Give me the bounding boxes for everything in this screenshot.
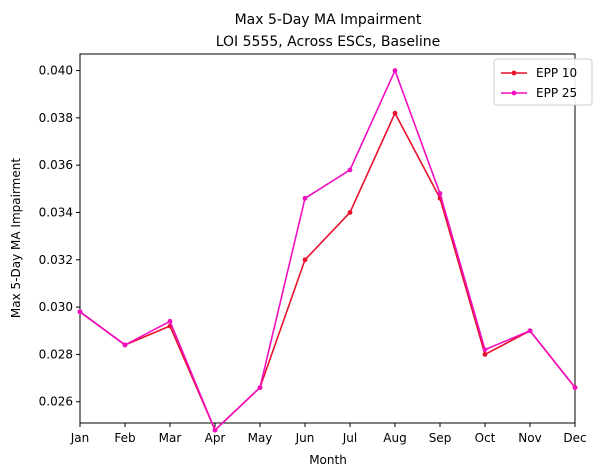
chart-title-line-2: LOI 5555, Across ESCs, Baseline — [216, 34, 441, 50]
plot-frame — [79, 53, 576, 424]
series-1-point — [482, 352, 488, 357]
chart-title-line-1: Max 5-Day MA Impairment — [235, 12, 422, 28]
series-1-point — [347, 210, 353, 215]
y-tick-label: 0.036 — [39, 158, 73, 172]
series-2-point — [347, 167, 353, 173]
series-2-point — [392, 68, 398, 73]
legend-label: EPP 10 — [536, 66, 577, 80]
x-axis-label: Month — [309, 453, 347, 467]
series-2-point — [527, 328, 533, 334]
y-tick-label: 0.026 — [39, 395, 73, 409]
legend-label: EPP 25 — [536, 86, 577, 100]
x-tick-label: Dec — [563, 431, 586, 445]
plot-area — [79, 53, 576, 424]
x-tick-label: Apr — [205, 431, 226, 445]
y-tick-label: 0.040 — [39, 64, 73, 78]
y-tick-label: 0.030 — [39, 300, 73, 314]
x-tick-label: Mar — [159, 431, 182, 445]
y-axis: 0.026 0.028 0.030 0.032 0.034 0.036 0.038 0.040 — [39, 64, 80, 409]
series-2-point — [77, 309, 83, 315]
series-line-1 — [79, 112, 576, 431]
x-tick-label: Jun — [295, 431, 315, 445]
series-2-point — [212, 427, 218, 433]
series-2-point — [122, 342, 128, 348]
series-2-point — [437, 191, 443, 196]
y-axis-label: Max 5-Day MA Impairment — [9, 158, 23, 318]
series-2-point — [482, 347, 488, 353]
x-tick-label: Sep — [429, 431, 452, 445]
y-tick-label: 0.038 — [39, 111, 73, 125]
x-tick-label: Aug — [383, 431, 406, 445]
series-2-point — [167, 318, 173, 324]
series-line-2 — [79, 69, 576, 431]
series-2-point — [257, 385, 263, 390]
x-tick-label: Feb — [114, 431, 135, 445]
x-tick-label: Oct — [475, 431, 496, 445]
x-tick-label: May — [248, 431, 273, 445]
y-tick-label: 0.034 — [39, 205, 73, 219]
x-tick-label: Jan — [70, 431, 90, 445]
series-2-point — [572, 385, 578, 390]
legend-swatch-marker — [511, 90, 517, 96]
y-tick-label: 0.028 — [39, 347, 73, 361]
series-1-point — [302, 257, 308, 263]
x-axis: Jan Feb Mar Apr May Jun Jul Aug Sep Oct Nov Dec — [70, 423, 587, 445]
series-1-point — [392, 110, 398, 116]
series-layer — [77, 68, 578, 433]
series-2-point — [302, 195, 308, 201]
legend-swatch-marker — [511, 70, 517, 76]
x-tick-label: Jul — [342, 431, 357, 445]
legend: EPP 10 EPP 25 — [493, 58, 593, 106]
y-tick-label: 0.032 — [39, 253, 73, 267]
x-tick-label: Nov — [518, 431, 541, 445]
